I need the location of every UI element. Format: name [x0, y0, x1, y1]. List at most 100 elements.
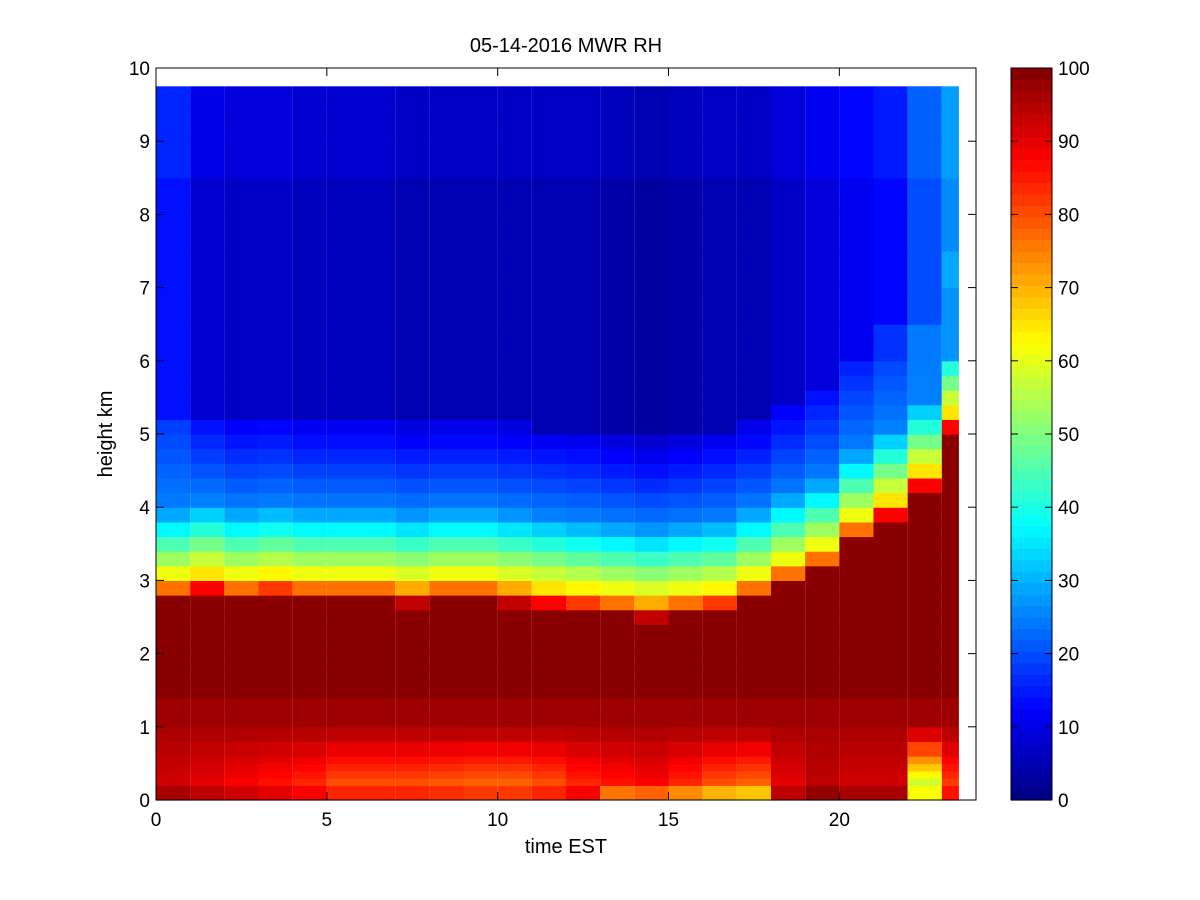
- x-tick-label: 15: [658, 810, 679, 831]
- heatmap-cell: [463, 434, 498, 450]
- heatmap-cell: [156, 104, 191, 142]
- heatmap-cell: [771, 177, 806, 215]
- heatmap-cell: [497, 214, 532, 252]
- heatmap-cell: [361, 360, 396, 377]
- heatmap-cell: [395, 785, 430, 794]
- heatmap-cell: [395, 756, 430, 764]
- heatmap-cell: [771, 551, 806, 567]
- colorbar-segment: [1011, 182, 1052, 195]
- heatmap-cell: [907, 141, 942, 179]
- heatmap-cell: [600, 565, 635, 581]
- heatmap-cell: [941, 778, 959, 786]
- heatmap-cell: [258, 390, 293, 406]
- heatmap-cell: [805, 86, 840, 106]
- heatmap-cell: [839, 477, 874, 494]
- heatmap-cell: [497, 390, 532, 406]
- heatmap-cell: [839, 668, 874, 684]
- colorbar-segment: [1011, 216, 1052, 229]
- heatmap-cell: [873, 492, 908, 508]
- heatmap-cell: [941, 477, 959, 494]
- colorbar-tick-label: 50: [1058, 425, 1079, 446]
- heatmap-cell: [941, 86, 959, 106]
- heatmap-cell: [771, 792, 806, 801]
- heatmap-cell: [805, 763, 840, 772]
- heatmap-cell: [941, 507, 959, 523]
- colorbar-segment: [1011, 331, 1052, 344]
- heatmap-cell: [156, 595, 191, 611]
- heatmap-cell: [395, 86, 430, 106]
- heatmap-cell: [292, 551, 327, 567]
- heatmap-cell: [156, 251, 191, 289]
- heatmap-cell: [736, 521, 771, 538]
- heatmap-cell: [463, 785, 498, 794]
- heatmap-cell: [907, 697, 942, 713]
- heatmap-cell: [224, 682, 259, 699]
- heatmap-cell: [395, 507, 430, 523]
- heatmap-cell: [395, 624, 430, 640]
- heatmap-cell: [497, 360, 532, 377]
- heatmap-cell: [600, 785, 635, 794]
- heatmap-cell: [497, 785, 532, 794]
- heatmap-cell: [190, 86, 225, 106]
- heatmap-cell: [156, 668, 191, 684]
- heatmap-cell: [326, 86, 361, 106]
- heatmap-cell: [429, 668, 464, 684]
- heatmap-cell: [839, 507, 874, 523]
- colorbar-segment: [1011, 296, 1052, 309]
- heatmap-cell: [566, 324, 601, 362]
- heatmap-cell: [873, 86, 908, 106]
- heatmap-cell: [771, 214, 806, 252]
- heatmap-cell: [395, 251, 430, 289]
- heatmap-cell: [736, 214, 771, 252]
- colorbar-segment: [1011, 205, 1052, 218]
- heatmap-cell: [361, 287, 396, 325]
- heatmap-cell: [497, 726, 532, 743]
- heatmap-cell: [224, 86, 259, 106]
- heatmap-cell: [531, 551, 566, 567]
- heatmap-cell: [326, 697, 361, 713]
- heatmap-cell: [907, 324, 942, 362]
- heatmap-cell: [736, 565, 771, 581]
- x-tick-label: 10: [487, 810, 508, 831]
- heatmap-cell: [497, 653, 532, 669]
- heatmap-cell: [395, 653, 430, 669]
- heatmap-cell: [736, 448, 771, 464]
- heatmap-cell: [326, 756, 361, 764]
- heatmap-cell: [873, 251, 908, 289]
- heatmap-cell: [873, 726, 908, 743]
- heatmap-cell: [224, 756, 259, 764]
- heatmap-cell: [463, 580, 498, 596]
- heatmap-cell: [429, 251, 464, 289]
- heatmap-cell: [839, 492, 874, 508]
- heatmap-cell: [736, 580, 771, 596]
- heatmap-cell: [736, 697, 771, 713]
- heatmap-cell: [292, 521, 327, 538]
- heatmap-cell: [361, 551, 396, 567]
- heatmap-cell: [805, 682, 840, 699]
- heatmap-cell: [634, 141, 669, 179]
- heatmap-cell: [326, 324, 361, 362]
- heatmap-cell: [258, 580, 293, 596]
- heatmap-cell: [258, 763, 293, 772]
- heatmap-cell: [941, 434, 959, 450]
- heatmap-cell: [736, 792, 771, 801]
- heatmap-cell: [361, 86, 396, 106]
- heatmap-cell: [258, 360, 293, 377]
- heatmap-cell: [463, 463, 498, 479]
- heatmap-cell: [361, 404, 396, 420]
- heatmap-cell: [497, 287, 532, 325]
- heatmap-cell: [566, 551, 601, 567]
- heatmap-cell: [395, 697, 430, 713]
- heatmap-cell: [224, 668, 259, 684]
- heatmap-cell: [634, 521, 669, 538]
- heatmap-cell: [873, 609, 908, 625]
- heatmap-cell: [907, 492, 942, 508]
- heatmap-cell: [156, 785, 191, 794]
- heatmap-cell: [634, 624, 669, 640]
- heatmap-cell: [566, 463, 601, 479]
- heatmap-cell: [395, 360, 430, 377]
- colorbar-segment: [1011, 102, 1052, 115]
- colorbar-segment: [1011, 136, 1052, 149]
- colorbar-segment: [1011, 365, 1052, 378]
- heatmap-cell: [361, 521, 396, 538]
